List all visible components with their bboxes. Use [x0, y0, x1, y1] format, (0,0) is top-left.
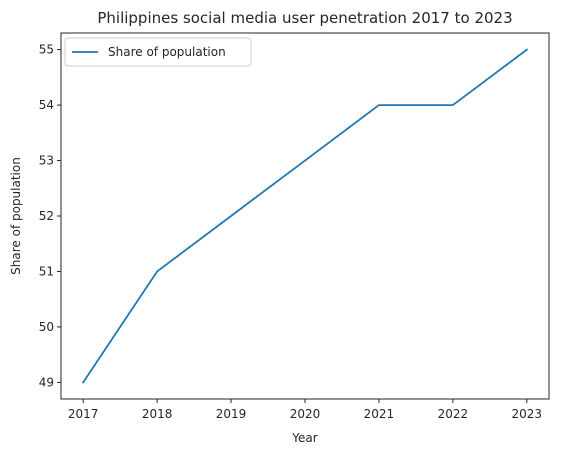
x-tick-label: 2021	[364, 407, 395, 421]
chart-title: Philippines social media user penetratio…	[97, 9, 512, 27]
y-tick-label: 54	[39, 98, 54, 112]
x-tick-label: 2022	[438, 407, 469, 421]
x-tick-label: 2017	[68, 407, 99, 421]
y-axis-label: Share of population	[9, 157, 23, 275]
series-line-0	[81, 48, 529, 384]
legend: Share of population	[64, 37, 252, 67]
x-axis: 2017 2018 2019 2020 2021 2022 2023	[68, 399, 542, 421]
y-axis: 49 50 51 52 53 54 55	[39, 43, 61, 389]
series-layer	[81, 48, 529, 384]
y-tick-label: 51	[39, 264, 54, 278]
y-tick-label: 49	[39, 375, 54, 389]
x-tick-label: 2023	[512, 407, 543, 421]
x-tick-label: 2020	[290, 407, 321, 421]
y-tick-label: 52	[39, 209, 54, 223]
y-tick-label: 50	[39, 320, 54, 334]
x-axis-label: Year	[291, 431, 317, 445]
x-tick-label: 2019	[216, 407, 247, 421]
y-tick-label: 55	[39, 43, 54, 57]
y-tick-label: 53	[39, 154, 54, 168]
legend-label: Share of population	[108, 45, 226, 59]
legend-box	[64, 37, 252, 67]
plot-area: 2017 2018 2019 2020 2021 2022 2023 49 50 51 52 53 5…	[39, 32, 550, 421]
x-tick-label: 2018	[142, 407, 173, 421]
